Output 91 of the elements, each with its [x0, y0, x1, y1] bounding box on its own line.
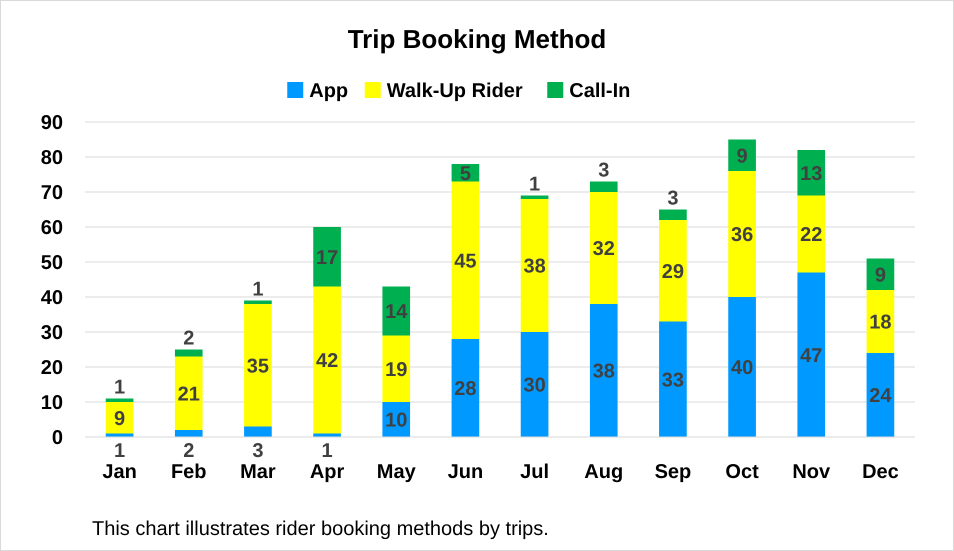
- bar: [659, 210, 687, 220]
- bar: [797, 272, 826, 437]
- bar: [313, 227, 341, 286]
- bar: [728, 171, 756, 297]
- bar: [174, 430, 203, 437]
- data-label: 3: [598, 160, 610, 182]
- data-label: 22: [800, 224, 822, 246]
- data-label: 28: [454, 378, 477, 400]
- data-label: 1: [114, 440, 126, 462]
- bar: [106, 398, 134, 402]
- bar: [590, 304, 618, 437]
- y-tick-label: 80: [40, 147, 63, 169]
- legend-label: Call-In: [569, 80, 630, 102]
- bar: [797, 196, 826, 272]
- x-tick-label: Mar: [240, 461, 276, 483]
- data-label: 35: [246, 355, 270, 378]
- data-label: 14: [385, 301, 408, 323]
- legend-label: Walk-Up Rider: [386, 80, 523, 102]
- y-tick-label: 10: [40, 392, 63, 414]
- data-label: 36: [730, 224, 754, 246]
- data-label: 3: [667, 188, 678, 210]
- bar: [244, 426, 272, 437]
- x-tick-label: Dec: [862, 461, 899, 483]
- data-label: 2: [183, 440, 194, 462]
- data-label: 33: [662, 369, 684, 392]
- bar: [866, 353, 894, 437]
- data-label: 30: [523, 374, 546, 396]
- data-label: 38: [523, 256, 546, 278]
- bar: [520, 196, 548, 199]
- data-label: 18: [869, 312, 892, 334]
- data-label: 13: [800, 162, 822, 185]
- y-tick-label: 60: [40, 217, 63, 239]
- data-label: 38: [592, 360, 615, 382]
- data-label: 9: [736, 145, 748, 168]
- data-label: 5: [460, 162, 471, 185]
- data-label: 1: [529, 174, 540, 196]
- bar: [659, 322, 687, 437]
- text: This chart illustrates rider booking methods by trips.: [92, 518, 549, 540]
- data-label: 40: [730, 357, 754, 379]
- data-label: 1: [114, 376, 126, 398]
- x-tick-label: Sep: [654, 461, 692, 483]
- x-tick-label: Aug: [584, 461, 624, 483]
- x-tick-label: Oct: [725, 461, 760, 483]
- y-tick-label: 70: [40, 182, 63, 204]
- bar: [452, 182, 480, 339]
- data-label: 42: [316, 350, 338, 372]
- data-label: 32: [592, 238, 615, 260]
- bar: [174, 356, 203, 430]
- data-label: 10: [385, 410, 408, 432]
- bar: [659, 220, 687, 322]
- data-label: 47: [800, 344, 822, 367]
- bar: [866, 258, 894, 290]
- bar: [244, 300, 272, 304]
- x-tick-label: Nov: [792, 461, 832, 483]
- chart-title: Trip Booking Method: [348, 24, 606, 54]
- bar: [382, 336, 410, 402]
- data-label: 21: [178, 383, 200, 406]
- legend-label: App: [309, 80, 348, 102]
- y-tick-label: 0: [52, 427, 63, 449]
- bar: [313, 286, 341, 434]
- x-tick-label: Jun: [448, 461, 484, 483]
- bar: [590, 192, 618, 304]
- bar: [590, 182, 618, 192]
- data-label: 9: [874, 264, 886, 286]
- y-tick-label: 20: [40, 357, 63, 379]
- data-label: 29: [662, 260, 684, 283]
- x-tick-label: Feb: [170, 461, 207, 483]
- bar: [866, 290, 894, 353]
- bar: [520, 332, 548, 437]
- data-label: 19: [385, 358, 408, 381]
- x-tick-label: Jul: [520, 461, 550, 483]
- x-tick-label: Apr: [310, 461, 345, 483]
- x-tick-label: Jan: [102, 461, 137, 483]
- y-tick-label: 40: [40, 287, 63, 309]
- data-label: 17: [316, 246, 338, 269]
- y-tick-label: 30: [40, 322, 63, 344]
- x-tick-label: May: [376, 461, 417, 483]
- y-tick-label: 50: [40, 252, 63, 274]
- data-label: 9: [114, 408, 126, 430]
- bar: [174, 350, 203, 356]
- data-label: 1: [252, 278, 264, 300]
- data-label: 45: [454, 250, 477, 272]
- bar: [728, 297, 756, 437]
- y-tick-label: 90: [40, 112, 63, 134]
- data-label: 1: [322, 440, 333, 462]
- data-label: 2: [183, 328, 194, 350]
- bar: [244, 304, 272, 426]
- data-label: 24: [869, 385, 892, 407]
- bar: [452, 339, 480, 437]
- bar: [520, 199, 548, 332]
- data-label: 3: [252, 440, 264, 462]
